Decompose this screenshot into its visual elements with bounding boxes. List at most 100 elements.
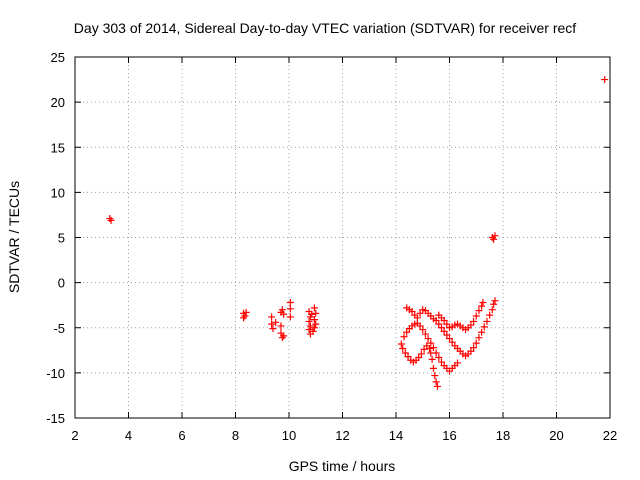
data-point-marker [268, 313, 276, 321]
y-axis-title: SDTVAR / TECUs [6, 181, 22, 293]
tick-layer: 2 4 6 8 10 12 14 16 18 20 22 -15 -10 -5 0 5 10 15 20 25 [46, 50, 617, 443]
data-point-marker [403, 328, 411, 336]
data-point-marker [443, 320, 451, 328]
x-tick-label: 16 [442, 428, 456, 443]
data-point-marker [312, 320, 320, 328]
x-tick-label: 12 [335, 428, 349, 443]
data-point-marker [472, 312, 480, 320]
y-tick-label: 10 [51, 185, 65, 200]
x-tick-label: 10 [282, 428, 296, 443]
data-point-marker [278, 334, 286, 342]
y-tick-label: 15 [51, 140, 65, 155]
data-point-marker [408, 308, 416, 316]
data-point-marker [278, 306, 286, 314]
data-point-marker [488, 306, 496, 314]
data-point-marker [432, 317, 440, 325]
y-tick-label: 25 [51, 50, 65, 65]
data-point-marker [601, 76, 609, 84]
data-point-marker [312, 309, 320, 317]
x-tick-label: 4 [125, 428, 132, 443]
data-point-marker [242, 308, 250, 316]
data-point-marker [268, 320, 276, 328]
data-point-marker [470, 317, 478, 325]
x-tick-label: 20 [549, 428, 563, 443]
chart-title: Day 303 of 2014, Sidereal Day-to-day VTE… [74, 20, 576, 36]
data-point-marker [432, 378, 440, 386]
x-tick-label: 2 [71, 428, 78, 443]
data-point-marker [286, 298, 294, 306]
data-point-marker [421, 330, 429, 338]
y-tick-label: 20 [51, 95, 65, 110]
x-tick-label: 6 [178, 428, 185, 443]
data-point-marker [420, 345, 428, 353]
data-point-marker [478, 302, 486, 310]
data-point-marker [272, 318, 280, 326]
data-point-marker [415, 354, 423, 362]
data-point-marker [432, 349, 440, 357]
data-point-marker [490, 235, 498, 243]
data-point-marker [306, 322, 314, 330]
y-tick-label: -5 [53, 321, 65, 336]
data-point-marker [491, 297, 499, 305]
data-point-marker [443, 331, 451, 339]
data-point-marker [427, 339, 435, 347]
data-point-marker [310, 324, 318, 332]
data-point-marker [490, 300, 498, 308]
data-point-marker [399, 345, 407, 353]
data-point-marker [397, 340, 405, 348]
x-tick-label: 18 [496, 428, 510, 443]
x-tick-label: 22 [603, 428, 617, 443]
y-tick-label: 0 [58, 276, 65, 291]
data-point-marker [404, 353, 412, 361]
data-point-marker [440, 327, 448, 335]
data-point-marker [480, 323, 488, 331]
data-point-marker [475, 334, 483, 342]
data-point-marker [429, 364, 437, 372]
data-point-marker [305, 317, 313, 325]
data-point-marker [305, 326, 313, 334]
x-tick-label: 14 [389, 428, 403, 443]
data-point-marker [448, 338, 456, 346]
data-point-marker [310, 316, 318, 324]
data-point-marker [446, 335, 453, 343]
data-point-marker [309, 327, 317, 335]
data-point-marker [286, 313, 294, 321]
data-point-marker [467, 347, 475, 355]
grid-layer [75, 57, 610, 418]
y-tick-label: -10 [46, 366, 65, 381]
data-point-marker [400, 333, 408, 341]
data-point-marker [433, 382, 441, 390]
data-point-marker [440, 317, 448, 325]
y-tick-label: 5 [58, 231, 65, 246]
data-point-marker [437, 358, 445, 366]
data-point-marker [483, 317, 491, 325]
data-point-marker [107, 216, 115, 224]
data-point-marker [486, 311, 494, 319]
data-point-marker [286, 305, 294, 313]
marker-layer [106, 76, 609, 390]
data-point-marker [413, 314, 421, 322]
data-point-marker [475, 307, 483, 315]
data-point-marker [416, 309, 424, 317]
data-point-marker [277, 322, 285, 330]
data-point-marker [435, 320, 443, 328]
data-point-marker [479, 298, 487, 306]
data-point-marker [419, 326, 427, 334]
data-point-marker [478, 328, 486, 336]
data-point-marker [428, 355, 436, 363]
y-tick-label: -15 [46, 411, 65, 426]
data-point-marker [467, 321, 475, 329]
data-point-marker [106, 215, 114, 223]
data-point-marker [416, 322, 424, 330]
x-tick-label: 8 [232, 428, 239, 443]
data-point-marker [425, 345, 433, 353]
x-axis-title: GPS time / hours [289, 458, 396, 474]
data-point-marker [240, 314, 248, 322]
data-point-marker [454, 359, 462, 367]
data-point-marker [491, 232, 499, 240]
data-point-marker [269, 325, 277, 333]
data-point-marker [424, 335, 432, 343]
data-point-marker [417, 350, 425, 358]
data-point-marker [429, 344, 437, 352]
data-point-marker [472, 339, 480, 347]
